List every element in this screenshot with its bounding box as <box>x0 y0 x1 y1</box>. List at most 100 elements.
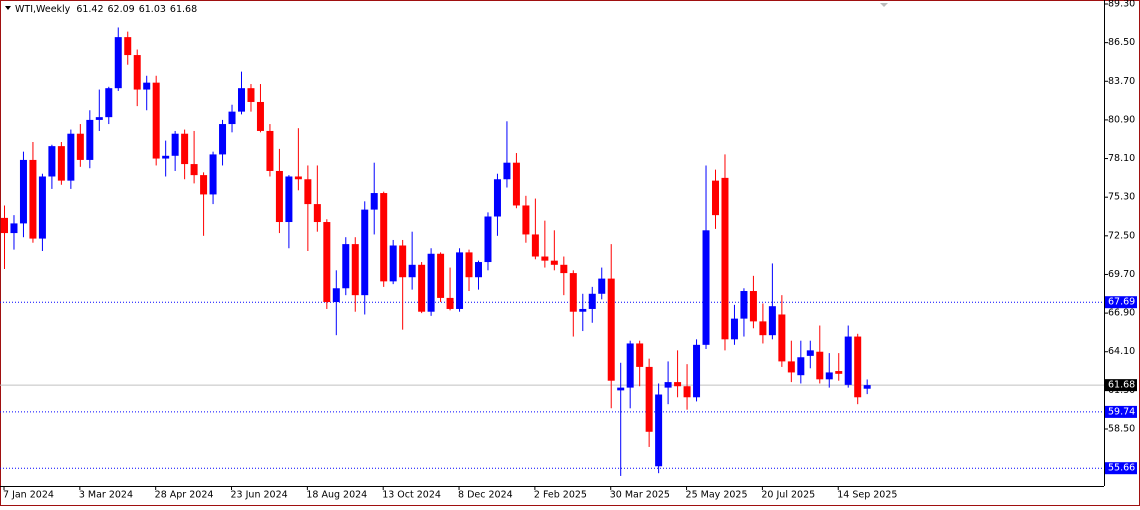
candle-body <box>503 162 511 180</box>
y-tick-label: 78.10 <box>1108 153 1135 164</box>
candle-body <box>143 82 151 90</box>
candle-body <box>749 291 757 322</box>
current-price-label: 61.68 <box>1108 380 1135 391</box>
candle-body <box>854 336 862 398</box>
candle-body <box>674 382 682 387</box>
candle-body <box>456 252 464 309</box>
candle-body <box>655 394 663 467</box>
candle-body <box>730 318 738 340</box>
candle-body <box>399 245 407 278</box>
candle-body <box>332 288 340 303</box>
candle-body <box>437 253 445 298</box>
candle-body <box>512 162 520 206</box>
candle-body <box>664 382 672 388</box>
candle-body <box>550 260 558 265</box>
y-tick-label: 75.30 <box>1108 192 1135 203</box>
candle-body <box>256 101 264 131</box>
candle-body <box>569 273 577 312</box>
header-high: 62.09 <box>108 4 135 15</box>
candle-body <box>522 205 530 235</box>
candle-body <box>181 133 189 165</box>
candle-body <box>418 264 426 312</box>
candle-body <box>313 204 321 223</box>
candle-body <box>57 146 65 181</box>
x-tick-label: 3 Mar 2024 <box>79 490 133 501</box>
candle-body <box>323 222 331 303</box>
x-tick-label: 13 Oct 2024 <box>382 490 441 501</box>
candle-body <box>721 177 729 340</box>
header-low: 61.03 <box>139 4 166 15</box>
candle-body <box>200 175 208 195</box>
level-label-box <box>1105 462 1137 475</box>
level-label: 67.69 <box>1108 297 1135 308</box>
candle-body <box>389 245 397 282</box>
x-tick-label: 25 May 2025 <box>686 490 748 501</box>
x-tick-label: 14 Sep 2025 <box>837 490 897 501</box>
y-tick-label: 69.70 <box>1108 269 1135 280</box>
candle-body <box>475 262 482 278</box>
level-label-box <box>1105 405 1137 418</box>
x-tick-label: 23 Jun 2024 <box>231 490 288 501</box>
candle-body <box>768 306 776 336</box>
candle-body <box>105 88 113 118</box>
candle-body <box>446 297 454 309</box>
scroll-marker <box>880 3 888 7</box>
candle-body <box>48 146 56 177</box>
y-tick-label: 66.90 <box>1108 308 1135 319</box>
candle-body <box>275 170 283 223</box>
candle-body <box>19 159 27 224</box>
candle-body <box>285 176 293 223</box>
candle-body <box>740 291 748 319</box>
candle-body <box>484 216 492 263</box>
header: WTI,Weekly 61.42 62.09 61.03 61.68 <box>15 4 197 15</box>
candle-body <box>76 133 84 160</box>
candle-body <box>380 193 388 282</box>
candle-body <box>693 344 701 398</box>
candle-body <box>10 223 18 234</box>
y-tick-label: 72.50 <box>1108 230 1135 241</box>
candle-body <box>152 82 160 159</box>
candle-body <box>683 386 691 398</box>
candle-body <box>560 264 568 274</box>
candle-body <box>712 180 719 216</box>
y-tick-label: 58.50 <box>1108 424 1135 435</box>
candle-body <box>607 278 615 381</box>
candle-body <box>133 55 141 90</box>
menu-arrow <box>5 6 11 10</box>
current-price-box <box>1105 379 1137 392</box>
candle-body <box>95 117 103 120</box>
y-tick-label: 86.50 <box>1108 37 1135 48</box>
candle-body <box>38 176 46 239</box>
candle-body <box>67 133 75 181</box>
candle-body <box>304 179 312 205</box>
candle-body <box>408 264 416 278</box>
candle-body <box>617 387 625 391</box>
level-label-box <box>1105 296 1137 309</box>
candle-body <box>588 293 596 309</box>
candle-body <box>787 361 795 373</box>
header-open: 61.42 <box>76 4 103 15</box>
level-label: 59.74 <box>1108 406 1135 417</box>
candle-body <box>825 372 833 380</box>
candle-body <box>797 357 805 376</box>
candle-body <box>427 253 435 312</box>
candle-body <box>86 119 94 160</box>
candle-body <box>219 124 227 155</box>
candle-body <box>541 256 549 261</box>
candle-body <box>247 88 255 102</box>
y-tick-label: 83.70 <box>1108 76 1135 87</box>
symbol-title: WTI,Weekly <box>15 4 71 15</box>
level-label: 55.66 <box>1108 463 1135 474</box>
candle-body <box>493 179 501 217</box>
candle-body <box>702 230 710 345</box>
candle-body <box>531 234 539 257</box>
candle-body <box>361 209 369 296</box>
candle-body <box>835 371 843 374</box>
candle-body <box>190 164 198 176</box>
candle-body <box>124 37 132 56</box>
x-tick-label: 18 Aug 2024 <box>306 490 367 501</box>
candle-body <box>636 343 644 367</box>
